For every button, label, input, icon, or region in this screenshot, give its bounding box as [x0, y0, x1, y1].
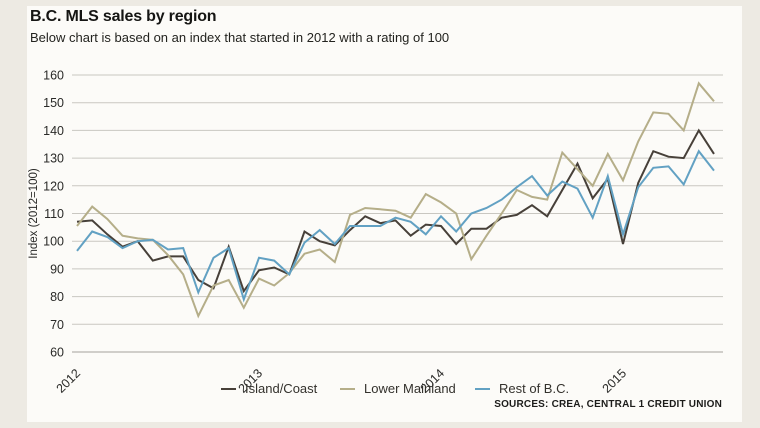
y-tick-label-120: 120 [43, 179, 64, 193]
y-tick-label-150: 150 [43, 96, 64, 110]
y-tick-label-80: 80 [50, 290, 64, 304]
y-tick-label-110: 110 [44, 207, 64, 221]
y-tick-label-60: 60 [50, 346, 64, 360]
chart-title: B.C. MLS sales by region [30, 8, 217, 25]
series-line-lower-mainland [76, 81, 715, 319]
y-tick-label-140: 140 [43, 124, 64, 138]
legend-dash-island-coast [221, 387, 236, 390]
series-line-rest-of-b-c- [76, 149, 715, 303]
legend-label-island-coast: Island/Coast [245, 381, 318, 396]
x-tick-label-2015: 2015 [600, 366, 630, 396]
legend-item-island-coast: Island/Coast [221, 381, 317, 396]
x-tick-label-2012: 2012 [54, 366, 84, 396]
legend-dash-rest-of-bc [475, 387, 490, 390]
legend-item-rest-of-bc: Rest of B.C. [475, 381, 569, 396]
y-tick-label-160: 160 [43, 69, 64, 83]
y-tick-label-90: 90 [50, 262, 64, 276]
y-axis-title: Index (2012=100) [28, 168, 40, 259]
y-tick-label-130: 130 [43, 152, 64, 166]
chart-subtitle: Below chart is based on an index that st… [30, 30, 450, 45]
legend-label-lower-mainland: Lower Mainland [364, 381, 456, 396]
legend-item-lower-mainland: Lower Mainland [340, 381, 456, 396]
legend-dash-lower-mainland [340, 387, 355, 390]
source-credit: SOURCES: CREA, CENTRAL 1 CREDIT UNION [494, 399, 722, 410]
legend-label-rest-of-bc: Rest of B.C. [499, 381, 570, 396]
y-tick-label-70: 70 [50, 318, 64, 332]
y-tick-label-100: 100 [43, 235, 64, 249]
